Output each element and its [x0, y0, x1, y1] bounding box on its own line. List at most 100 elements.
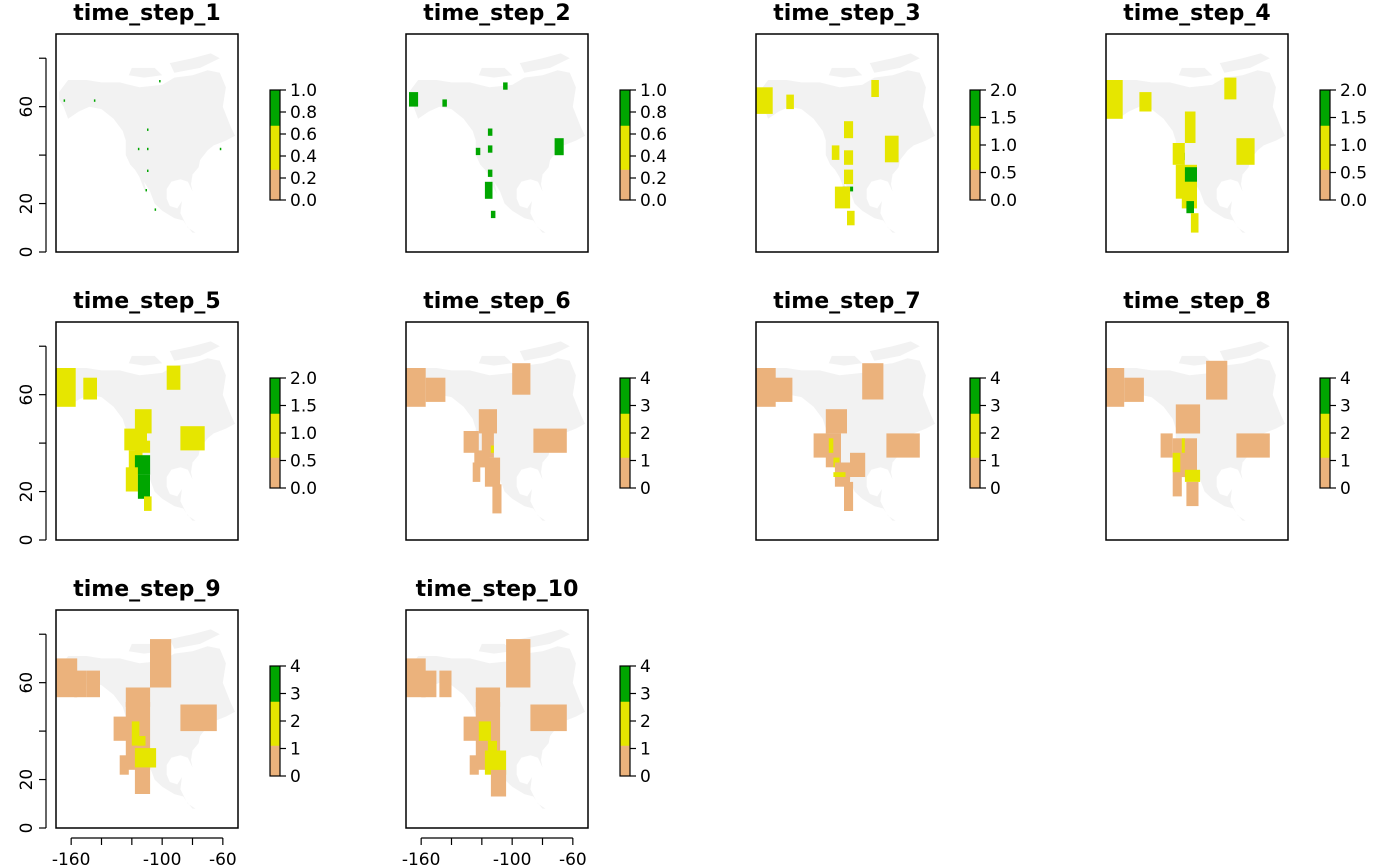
- legend-swatch: [620, 435, 630, 439]
- legend-swatch: [1320, 482, 1330, 486]
- legend-swatch: [620, 161, 630, 165]
- raster-cell: [554, 138, 564, 156]
- raster-cell: [828, 438, 834, 453]
- legend-swatch: [620, 400, 630, 404]
- legend-swatch: [270, 145, 280, 149]
- raster-cell: [487, 128, 493, 136]
- legend-swatch: [1320, 438, 1330, 442]
- land-mass: [759, 358, 935, 521]
- arctic-island: [128, 67, 163, 78]
- arctic-island: [828, 355, 863, 366]
- legend-swatch: [270, 446, 280, 450]
- raster-cell: [63, 99, 66, 102]
- legend-label: 0: [640, 767, 651, 787]
- legend-swatch: [970, 134, 980, 138]
- map-area: [59, 53, 235, 233]
- raster-cell: [487, 740, 497, 756]
- raster-cell: [756, 368, 776, 407]
- raster-cell: [481, 431, 494, 458]
- legend-swatch: [620, 186, 630, 190]
- legend-swatch: [1320, 378, 1330, 382]
- legend-swatch: [1320, 427, 1330, 431]
- legend-swatch: [970, 145, 980, 149]
- panel-frame: [405, 33, 589, 253]
- legend-swatch: [270, 424, 280, 428]
- legend-swatch: [270, 128, 280, 132]
- legend-swatch: [270, 732, 280, 736]
- legend: 4 3 2 1 0: [619, 657, 651, 787]
- raster-cell: [154, 208, 157, 211]
- legend-swatch: [620, 413, 630, 417]
- legend-swatch: [1320, 413, 1330, 417]
- legend-swatch: [970, 169, 980, 173]
- legend-swatch: [1320, 106, 1330, 110]
- legend-swatch: [270, 699, 280, 703]
- legend-swatch: [270, 419, 280, 423]
- map-area: [56, 629, 235, 809]
- legend-swatch: [970, 178, 980, 182]
- arctic-island: [478, 355, 513, 366]
- legend-swatch: [1320, 156, 1330, 160]
- legend-swatch: [970, 380, 980, 384]
- legend-swatch: [620, 734, 630, 738]
- legend-swatch: [270, 95, 280, 99]
- legend-swatch: [1320, 103, 1330, 107]
- legend-swatch: [620, 690, 630, 694]
- legend-swatch: [1320, 422, 1330, 426]
- raster-cell: [144, 496, 152, 511]
- legend-swatch: [270, 674, 280, 678]
- legend-label: 0: [290, 767, 301, 787]
- legend-swatch: [970, 457, 980, 461]
- legend-swatch: [270, 726, 280, 730]
- legend-swatch: [620, 455, 630, 459]
- legend-swatch: [270, 433, 280, 437]
- legend-swatch: [270, 710, 280, 714]
- raster-cell: [484, 457, 501, 487]
- legend-swatch: [620, 389, 630, 393]
- raster-cell: [834, 186, 851, 209]
- legend-swatch: [270, 194, 280, 198]
- raster-cell: [487, 169, 493, 177]
- legend-swatch: [270, 197, 280, 201]
- legend-swatch: [1320, 455, 1330, 459]
- legend-label: 0.0: [290, 191, 317, 211]
- legend-swatch: [970, 471, 980, 475]
- legend-swatch: [620, 441, 630, 445]
- legend-swatch: [970, 114, 980, 118]
- legend-label: 0.0: [640, 191, 667, 211]
- legend-swatch: [270, 161, 280, 165]
- legend-swatch: [620, 172, 630, 176]
- legend-swatch: [620, 95, 630, 99]
- legend-swatch: [1320, 485, 1330, 489]
- legend-swatch: [1320, 452, 1330, 456]
- raster-cell: [134, 767, 151, 794]
- legend-swatch: [1320, 120, 1330, 124]
- panel-5: time_step_5 0 20 60 2.0 1.5 1.0 0.5 0.0: [17, 289, 317, 545]
- legend-swatch: [270, 471, 280, 475]
- legend-swatch: [620, 408, 630, 412]
- raster-cell: [1139, 92, 1152, 112]
- legend-swatch: [270, 178, 280, 182]
- panel-title: time_step_8: [1123, 289, 1271, 314]
- legend-swatch: [620, 460, 630, 464]
- panel-7: time_step_7 4 3 2 1 0: [755, 289, 1001, 541]
- raster-cell: [1236, 138, 1255, 165]
- panel-title: time_step_6: [423, 289, 571, 314]
- legend-swatch: [620, 759, 630, 763]
- legend-swatch: [1320, 408, 1330, 412]
- legend-swatch: [270, 180, 280, 184]
- legend-swatch: [620, 139, 630, 143]
- raster-cell: [1186, 481, 1199, 507]
- panel-title: time_step_7: [773, 289, 921, 314]
- legend-swatch: [270, 125, 280, 129]
- raster-cell: [844, 481, 854, 511]
- legend-label: 0.2: [640, 169, 667, 189]
- legend-swatch: [270, 378, 280, 382]
- panel-10: time_step_10 -160 -100 -60 4 3 2 1 0: [402, 577, 651, 866]
- raster-cell: [1124, 377, 1144, 402]
- legend-swatch: [970, 449, 980, 453]
- legend-swatch: [620, 125, 630, 129]
- legend-label: 1.5: [1340, 109, 1367, 129]
- legend-label: 4: [640, 657, 651, 677]
